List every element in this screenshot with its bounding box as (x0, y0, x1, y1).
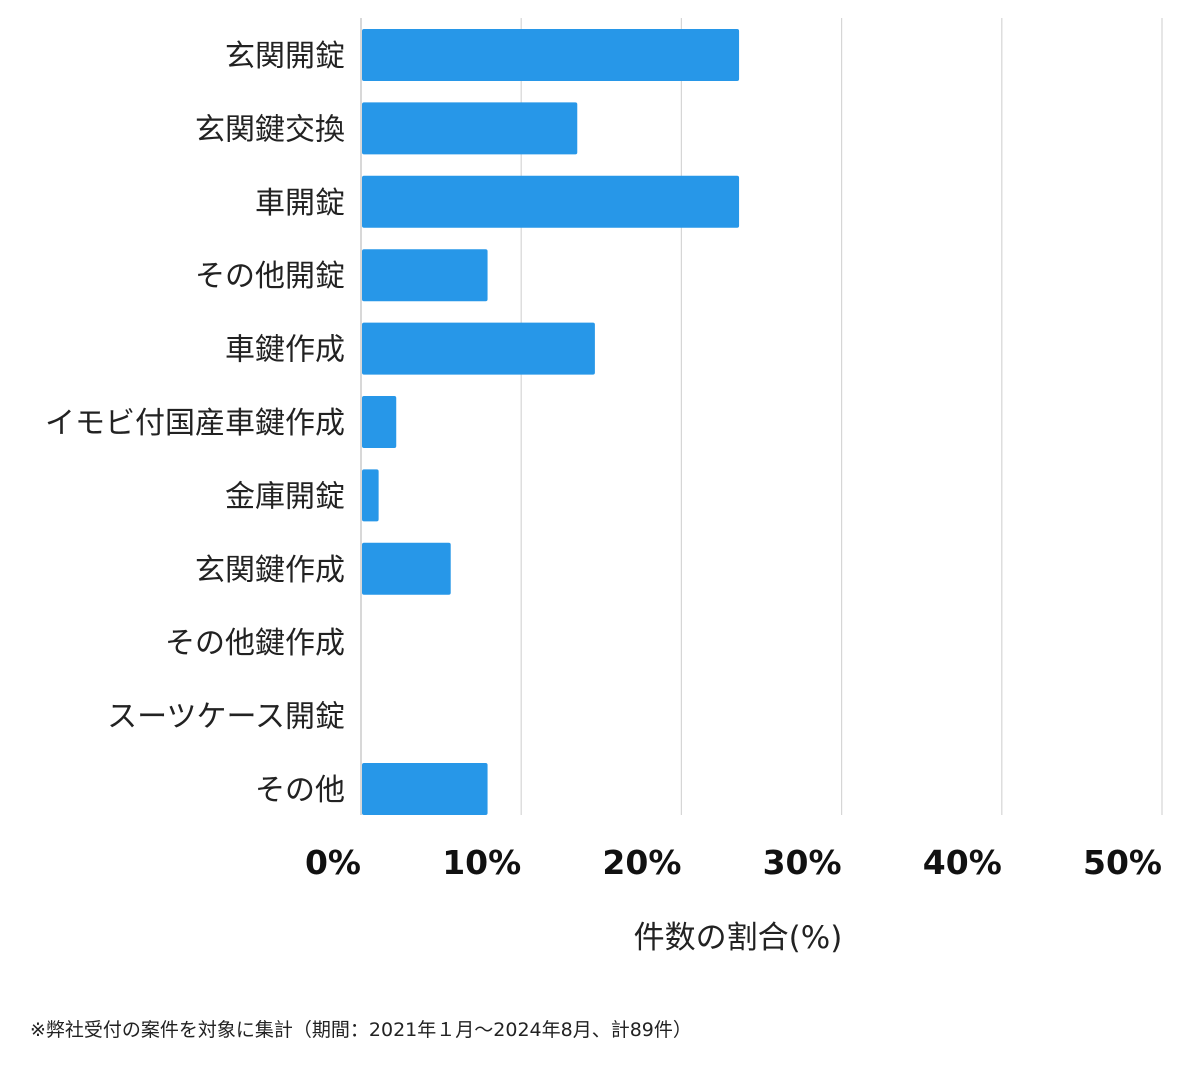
bar-5 (362, 322, 595, 375)
bar-6 (362, 396, 397, 448)
x-tick-labels: 0% 10% 20% 30% 40% 50% (305, 843, 1162, 882)
category-label-3: 車開錠 (255, 186, 345, 221)
category-label-6: イモビ付国産車鍵作成 (45, 406, 345, 441)
bar-8 (362, 542, 451, 595)
category-label-7: 金庫開錠 (225, 479, 345, 514)
x-tick-label-30: 30% (763, 843, 842, 882)
bars (362, 29, 740, 815)
x-tick-label-20: 20% (602, 843, 681, 882)
category-label-4: その他開錠 (195, 259, 345, 294)
category-label-10: スーツケース開錠 (107, 700, 345, 735)
bar-chart: 玄関開錠玄関鍵交換車開錠その他開錠車鍵作成イモビ付国産車鍵作成金庫開錠玄関鍵作成… (45, 18, 1163, 956)
category-label-11: その他 (255, 773, 345, 808)
bar-2 (362, 102, 578, 155)
category-label-8: 玄関鍵作成 (195, 553, 345, 588)
bar-11 (362, 763, 488, 815)
x-tick-label-50: 50% (1083, 843, 1162, 882)
category-label-9: その他鍵作成 (165, 626, 345, 661)
footnote: ※弊社受付の案件を対象に集計（期間：2021年１月〜2024年8月、計89件） (30, 1019, 692, 1041)
category-labels: 玄関開錠玄関鍵交換車開錠その他開錠車鍵作成イモビ付国産車鍵作成金庫開錠玄関鍵作成… (45, 39, 345, 808)
x-tick-label-0: 0% (305, 843, 361, 882)
x-tick-label-10: 10% (442, 843, 521, 882)
category-label-1: 玄関開錠 (225, 39, 345, 74)
bar-7 (362, 469, 379, 522)
category-label-5: 車鍵作成 (225, 333, 345, 368)
category-label-2: 玄関鍵交換 (195, 112, 345, 147)
bar-3 (362, 175, 740, 228)
x-tick-label-40: 40% (923, 843, 1002, 882)
x-axis-title: 件数の割合(%) (634, 920, 843, 956)
bar-1 (362, 29, 740, 81)
bar-4 (362, 249, 488, 302)
